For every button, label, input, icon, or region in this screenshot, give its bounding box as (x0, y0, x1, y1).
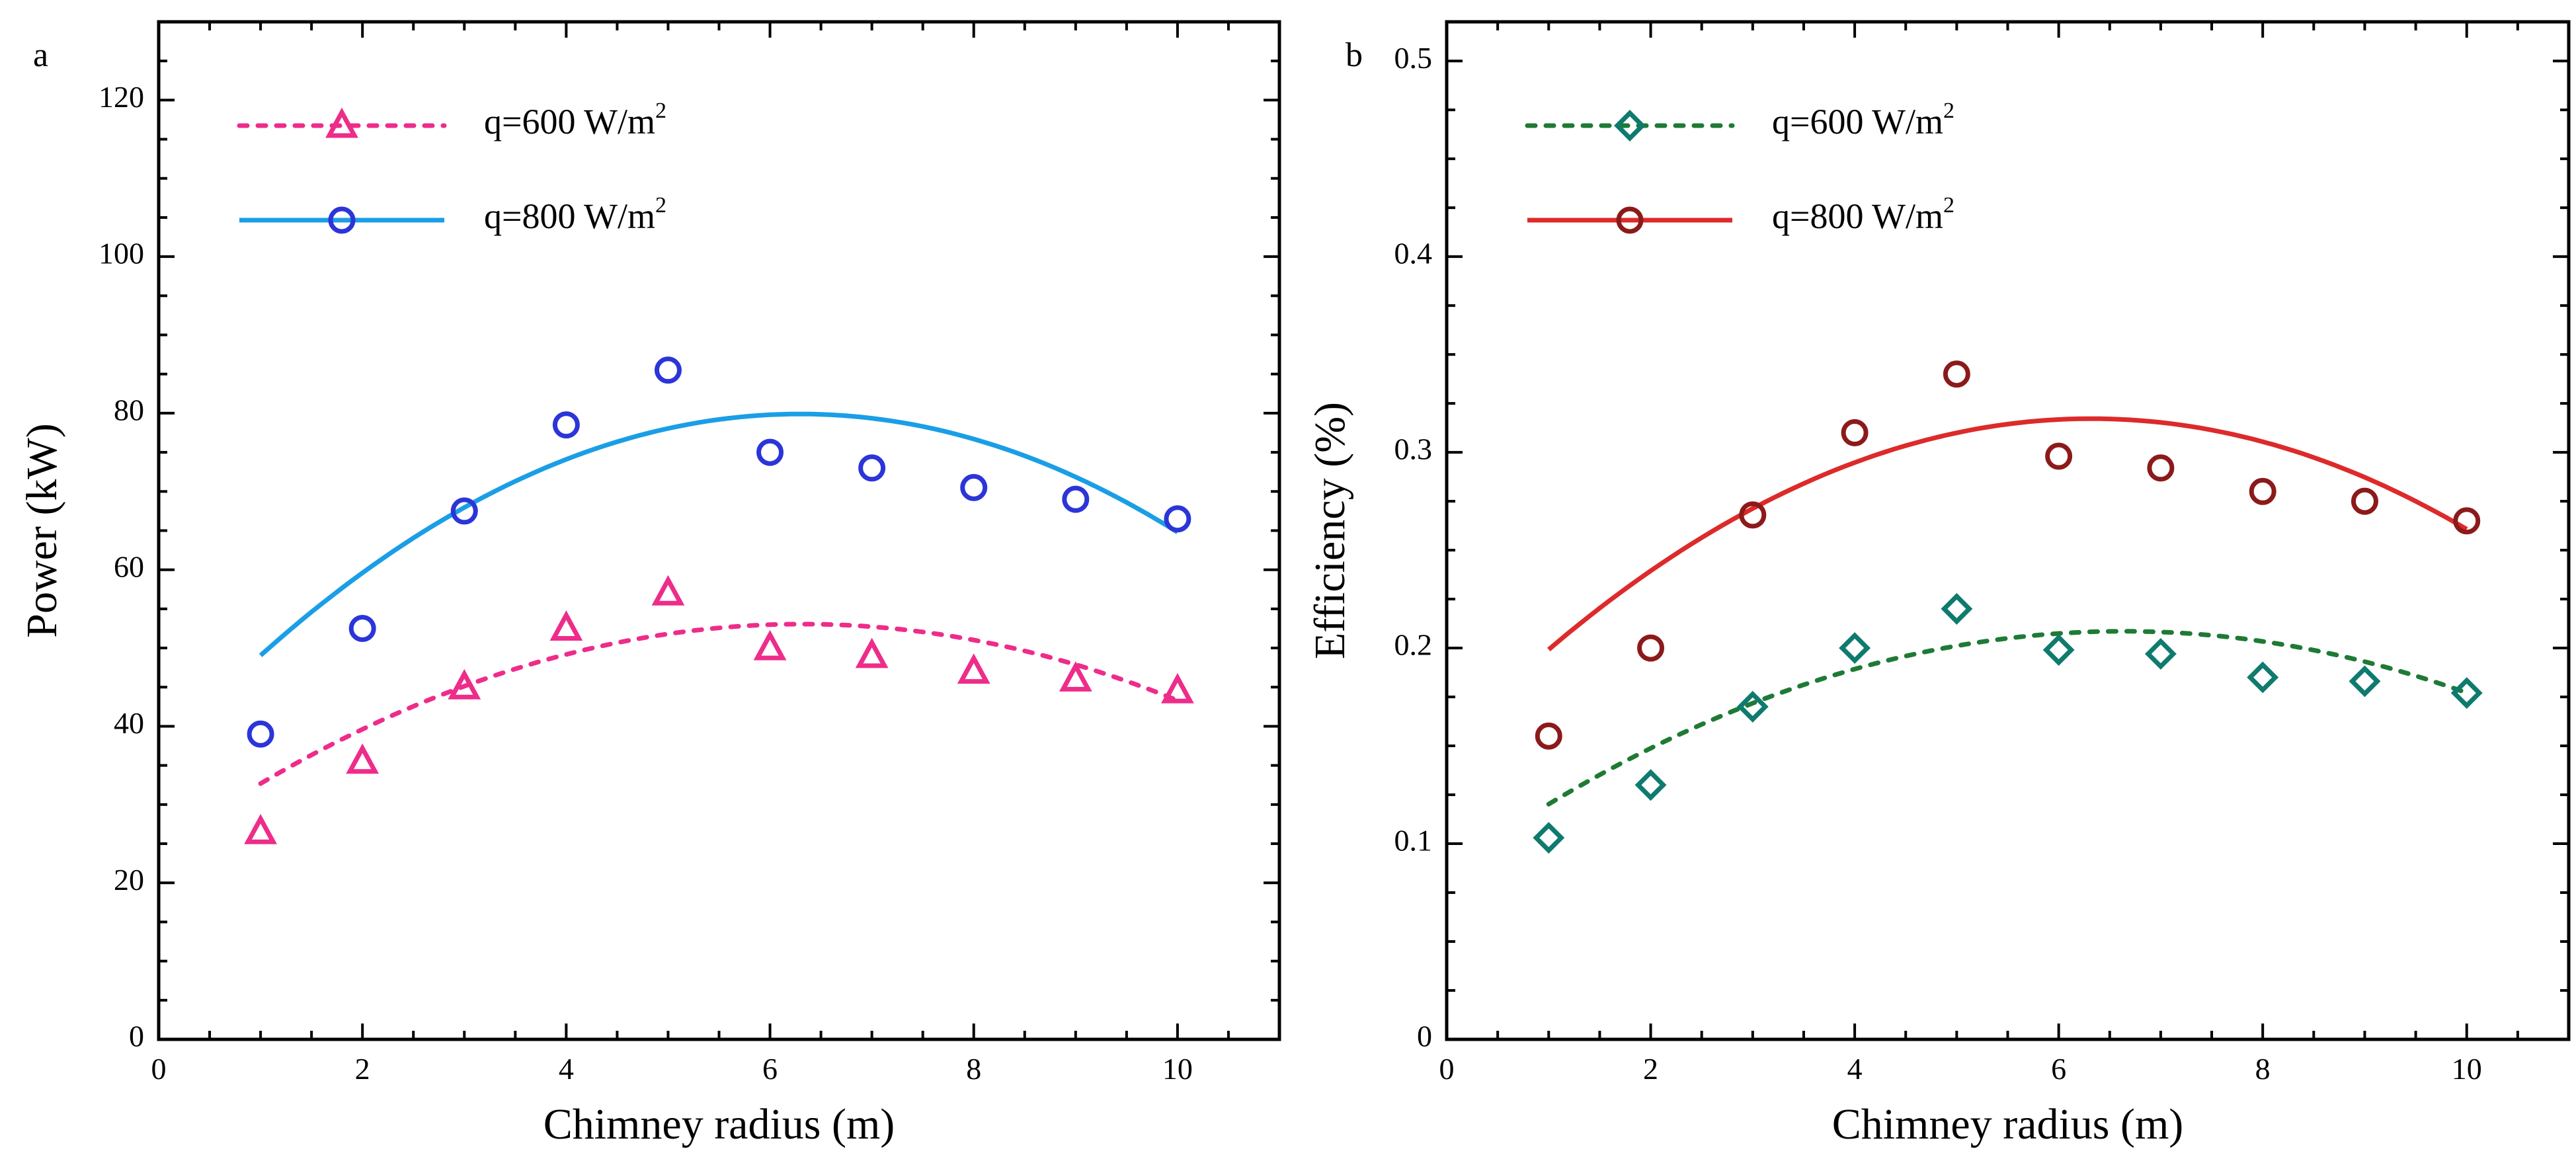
data-point-series-1 (1059, 661, 1092, 692)
data-point-series-2 (1739, 501, 1767, 529)
data-point-series-2 (552, 411, 580, 439)
legend-label-series-1: q=600 W/m2 (484, 99, 666, 142)
legend-label-series-2-superscript: 2 (1943, 193, 1954, 218)
x-tick-label: 6 (2051, 1052, 2066, 1086)
y-tick-label: 120 (99, 80, 144, 114)
data-point-series-2 (1841, 419, 1869, 447)
x-tick-label: 4 (1847, 1052, 1863, 1086)
y-tick-label: 20 (114, 863, 144, 897)
legend-marker-series-2 (1616, 206, 1644, 234)
legend-label-series-1-main: q=600 W/m (1772, 102, 1943, 141)
data-point-series-1 (1634, 769, 1667, 801)
x-tick-label: 10 (1162, 1052, 1193, 1086)
fit-curve-series-1 (1546, 629, 2470, 807)
panel-label: b (1346, 36, 1363, 74)
data-point-series-1 (549, 610, 583, 641)
data-point-series-2 (654, 356, 682, 384)
data-point-series-1 (1533, 822, 1565, 854)
data-point-series-1 (1839, 632, 1871, 664)
data-point-series-2 (1535, 722, 1562, 750)
legend-label-series-1-superscript: 2 (1943, 99, 1954, 123)
y-tick-label: 0.3 (1394, 432, 1433, 466)
plot-frame (157, 20, 1281, 1041)
efficiency-chart: b 0 2 4 6 8 10 0 0.1 0.2 0.3 0.4 0.5 Chimney radius (… (1306, 20, 2571, 1148)
data-point-series-1 (753, 629, 787, 661)
data-point-series-2 (2249, 477, 2276, 505)
legend-marker-series-1 (1614, 110, 1646, 141)
data-point-series-1 (2042, 634, 2075, 666)
data-point-series-2 (348, 614, 376, 642)
data-point-series-2 (247, 720, 274, 748)
data-point-series-1 (2247, 661, 2279, 694)
data-point-series-2 (2351, 487, 2378, 515)
data-point-series-1 (1941, 592, 1973, 625)
panel-label: a (33, 36, 48, 74)
data-point-series-1 (2349, 665, 2381, 698)
y-tick-label: 0 (1417, 1020, 1432, 1053)
x-tick-label: 10 (2452, 1052, 2482, 1086)
data-point-series-1 (448, 668, 481, 700)
data-point-series-2 (858, 454, 886, 482)
data-point-series-1 (651, 575, 685, 606)
plot-frame (1445, 20, 2571, 1041)
y-tick-label: 0.5 (1394, 41, 1433, 75)
x-tick-label: 2 (355, 1052, 370, 1086)
data-point-series-1 (2450, 677, 2483, 709)
y-tick-label: 100 (99, 237, 144, 270)
legend-label-series-1-superscript: 2 (655, 99, 666, 123)
data-point-series-2 (2453, 507, 2481, 535)
legend-label-series-2: q=800 W/m2 (484, 193, 666, 237)
data-point-series-1 (1161, 672, 1194, 703)
y-tick-label: 0 (129, 1020, 144, 1053)
legend-marker-series-1 (325, 107, 358, 138)
y-tick-label: 0.1 (1394, 824, 1433, 858)
x-tick-label: 6 (762, 1052, 778, 1086)
x-tick-label: 8 (966, 1052, 981, 1086)
y-tick-label: 0.2 (1394, 628, 1433, 662)
data-point-series-1 (346, 743, 380, 774)
data-point-series-1 (244, 813, 277, 844)
x-tick-label: 0 (1439, 1052, 1455, 1086)
legend-label-series-2-main: q=800 W/m (484, 196, 655, 236)
y-tick-label: 60 (114, 549, 144, 583)
data-point-series-2 (1164, 505, 1191, 533)
data-point-series-2 (450, 497, 478, 525)
x-tick-label: 2 (1643, 1052, 1658, 1086)
y-axis-title: Power (kW) (18, 423, 66, 637)
data-point-series-2 (960, 473, 988, 501)
x-tick-label: 8 (2255, 1052, 2271, 1086)
data-point-series-2 (2045, 442, 2073, 470)
fit-curve-series-1 (258, 622, 1180, 786)
data-point-series-2 (1943, 360, 1970, 388)
legend-marker-series-2 (328, 206, 356, 234)
x-axis-title: Chimney radius (m) (1832, 1100, 2184, 1148)
y-tick-label: 0.4 (1394, 237, 1433, 270)
data-point-series-1 (957, 653, 990, 684)
data-point-series-1 (1736, 690, 1769, 723)
legend-label-series-2-superscript: 2 (655, 193, 666, 218)
fit-curve-series-2 (1547, 416, 2468, 652)
y-tick-label: 80 (114, 393, 144, 426)
data-point-series-1 (2144, 638, 2177, 670)
data-point-series-2 (1062, 485, 1090, 513)
legend-label-series-2: q=800 W/m2 (1772, 193, 1954, 237)
data-point-series-2 (1637, 634, 1665, 662)
data-point-series-1 (855, 637, 889, 668)
y-axis-title: Efficiency (%) (1306, 402, 1354, 659)
x-tick-label: 4 (559, 1052, 574, 1086)
legend-label-series-2-main: q=800 W/m (1772, 196, 1943, 236)
legend-label-series-1-main: q=600 W/m (484, 102, 655, 141)
y-tick-label: 40 (114, 706, 144, 740)
legend-label-series-1: q=600 W/m2 (1772, 99, 1954, 142)
x-tick-label: 0 (151, 1052, 167, 1086)
data-point-series-2 (2147, 454, 2175, 482)
data-point-series-2 (756, 438, 784, 466)
x-axis-title: Chimney radius (m) (543, 1100, 895, 1148)
fit-curve-series-2 (259, 411, 1179, 657)
